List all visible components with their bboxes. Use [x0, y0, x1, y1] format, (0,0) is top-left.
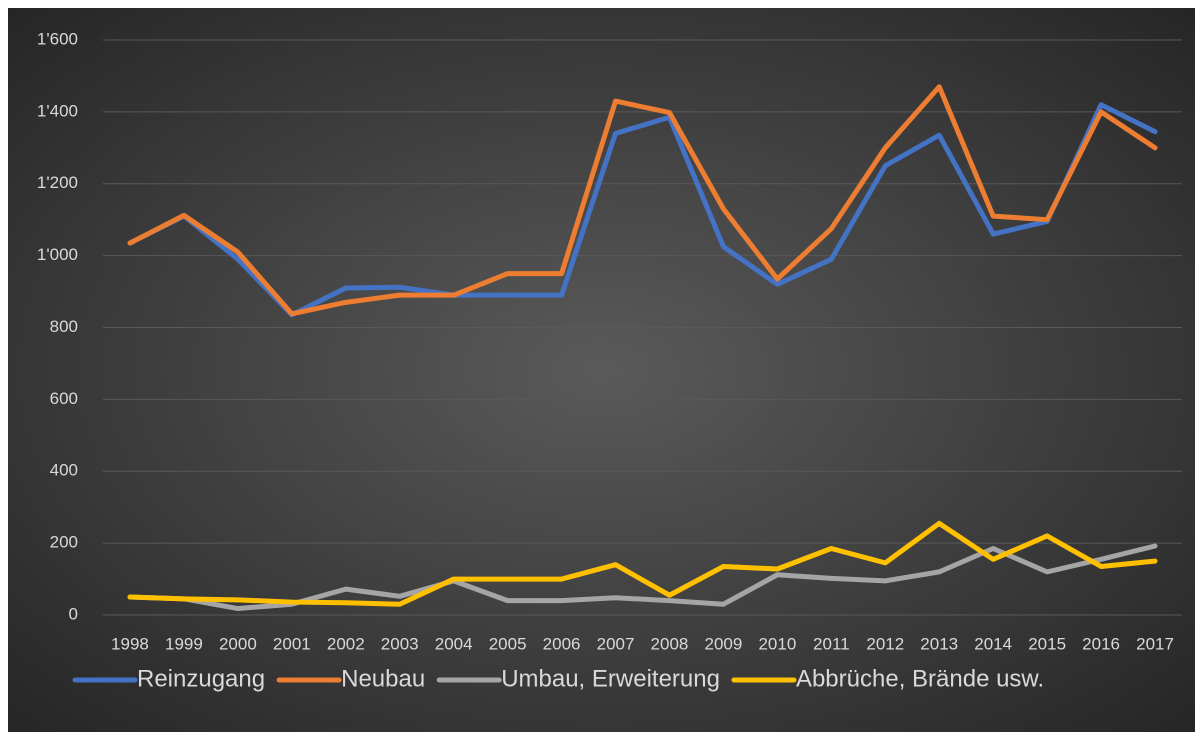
x-tick-label: 2012 [866, 634, 904, 653]
x-tick-label: 1999 [165, 634, 203, 653]
series-line [127, 520, 1158, 607]
y-tick-label: 1'600 [37, 29, 78, 48]
y-tick-label: 600 [50, 389, 78, 408]
x-tick-label: 2017 [1136, 634, 1174, 653]
y-tick-label: 0 [69, 604, 78, 623]
x-tick-label: 2008 [651, 634, 689, 653]
x-tick-label: 1998 [111, 634, 149, 653]
y-tick-label: 1'400 [37, 101, 78, 120]
legend-label: Reinzugang [137, 665, 265, 692]
x-tick-label: 2007 [597, 634, 635, 653]
x-tick-label: 2002 [327, 634, 365, 653]
chart-background [8, 8, 1195, 732]
x-tick-label: 2001 [273, 634, 311, 653]
x-tick-label: 2014 [974, 634, 1012, 653]
legend-label: Neubau [341, 665, 425, 692]
x-tick-label: 2015 [1028, 634, 1066, 653]
x-tick-label: 2005 [489, 634, 527, 653]
y-tick-label: 200 [50, 533, 78, 552]
x-tick-label: 2010 [758, 634, 796, 653]
legend-label: Abbrüche, Brände usw. [796, 665, 1044, 692]
x-tick-label: 2011 [813, 634, 850, 653]
x-tick-label: 2006 [543, 634, 581, 653]
x-tick-label: 2000 [219, 634, 257, 653]
x-tick-label: 2016 [1082, 634, 1120, 653]
y-tick-label: 800 [50, 317, 78, 336]
y-tick-label: 400 [50, 461, 78, 480]
x-tick-label: 2009 [705, 634, 743, 653]
x-tick-label: 2004 [435, 634, 473, 653]
x-tick-label: 2003 [381, 634, 419, 653]
x-tick-label: 2013 [920, 634, 958, 653]
y-tick-label: 1'200 [37, 173, 78, 192]
series-line [127, 84, 1158, 317]
y-tick-label: 1'000 [37, 245, 78, 264]
legend-label: Umbau, Erweiterung [501, 665, 720, 692]
